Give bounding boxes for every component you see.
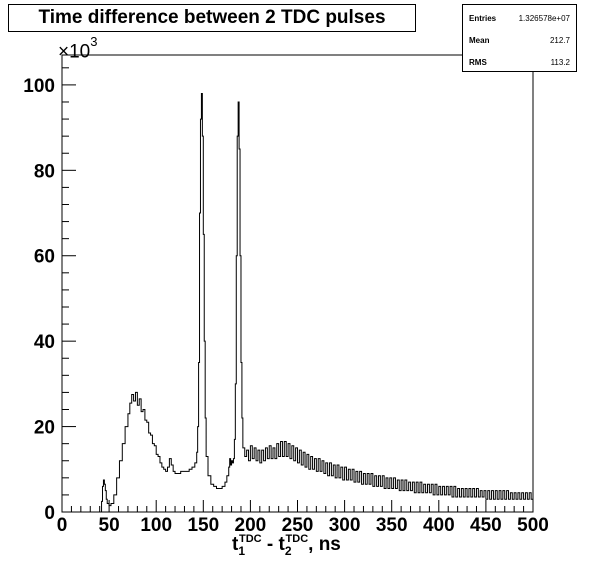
y-tick-label: 40 (34, 332, 55, 353)
xlabel-sep: - (261, 534, 279, 555)
x-axis-label: t1TDC - t2TDC, ns (232, 533, 341, 558)
x-tick-label: 300 (329, 515, 361, 536)
x-tick-label: 450 (470, 515, 502, 536)
stat-entries-label: Entries (469, 14, 497, 23)
xlabel-sub2: 2 (284, 544, 292, 558)
x-axis-tick-labels: 0 50 100 150 200 250 300 350 400 450 500 (57, 515, 549, 536)
y-tick-label: 80 (34, 161, 55, 182)
y-tick-label: 60 (34, 247, 55, 268)
stat-mean-label: Mean (469, 36, 490, 45)
chart-title: Time difference between 2 TDC pulses (38, 7, 386, 28)
x-tick-label: 250 (282, 515, 314, 536)
chart-title-box: Time difference between 2 TDC pulses (8, 4, 416, 32)
stat-rms: RMS 113.2 (469, 58, 570, 72)
xlabel-sup2: TDC (285, 533, 309, 545)
x-tick-label: 150 (187, 515, 219, 536)
y-axis-tick-labels: 0 20 40 60 80 100 (23, 76, 55, 524)
x-tick-label: 50 (99, 515, 120, 536)
xlabel-suffix: , ns (308, 534, 341, 555)
xlabel-t1: t (232, 534, 239, 555)
histogram-series-line (62, 92, 533, 513)
xlabel-sup1: TDC (239, 533, 262, 545)
y-tick-label: 0 (44, 503, 55, 524)
x-tick-label: 500 (517, 515, 549, 536)
x-axis-ticks (61, 500, 534, 512)
y-tick-label: 20 (34, 418, 55, 439)
stat-mean: Mean 212.7 (469, 36, 570, 50)
plot-frame (61, 54, 534, 513)
y-axis-ticks (62, 67, 76, 513)
x-tick-label: 350 (376, 515, 408, 536)
multiplier-base: ×10 (58, 41, 91, 63)
y-tick-label: 100 (23, 76, 55, 97)
x-tick-label: 100 (140, 515, 172, 536)
xlabel-t2: t (278, 534, 285, 555)
xlabel-sub1: 1 (238, 544, 246, 558)
x-tick-label: 400 (423, 515, 455, 536)
multiplier-exponent: 3 (90, 34, 98, 49)
stat-mean-value: 212.7 (549, 36, 570, 45)
stat-rms-value: 113.2 (550, 58, 570, 67)
x-tick-label: 200 (235, 515, 267, 536)
x-tick-label: 0 (57, 515, 68, 536)
stat-entries-value: 1.326578e+07 (518, 14, 570, 23)
stat-rms-label: RMS (469, 58, 487, 67)
stat-entries: Entries 1.326578e+07 (469, 14, 570, 28)
y-axis-multiplier: ×103 (58, 34, 97, 63)
statistics-box: Entries 1.326578e+07 Mean 212.7 RMS 113.… (462, 4, 577, 72)
